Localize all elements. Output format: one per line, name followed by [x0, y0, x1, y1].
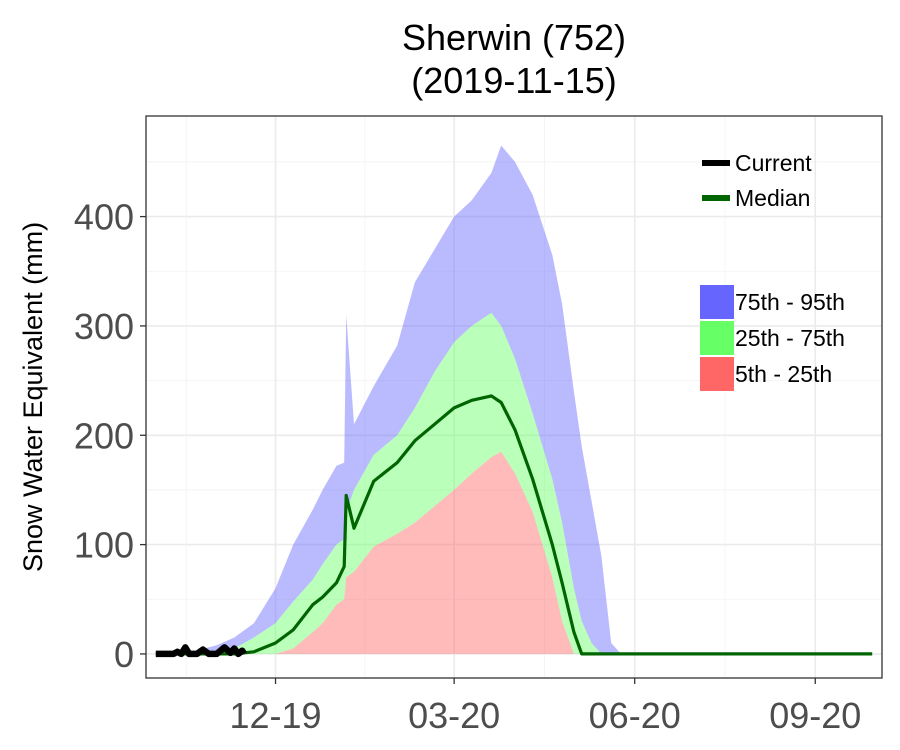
series-lines	[155, 394, 873, 658]
x-tick-label: 06-20	[589, 695, 681, 736]
chart-subtitle: (2019-11-15)	[411, 60, 616, 101]
legend-band-key	[700, 321, 734, 355]
legend: Current Median 75th - 95th 25th - 75th 5th -…	[700, 150, 845, 391]
band-25-75	[155, 312, 873, 654]
x-axis: 12-19 03-20 06-20 09-20	[229, 678, 861, 736]
y-axis: 0 100 200 300 400	[74, 197, 146, 675]
legend-band-key	[700, 285, 734, 319]
legend-label: 5th - 25th	[735, 361, 832, 387]
y-tick-label: 400	[74, 197, 134, 238]
median-line	[155, 394, 873, 656]
grid-lines	[146, 116, 882, 678]
y-tick-label: 0	[114, 634, 134, 675]
band-75-95	[155, 145, 873, 654]
legend-label: 75th - 95th	[735, 289, 845, 315]
plot-border	[145, 115, 883, 679]
x-tick-label: 03-20	[408, 695, 500, 736]
legend-label: 25th - 75th	[735, 325, 845, 351]
band-5-25	[155, 451, 873, 654]
percentile-bands	[155, 145, 873, 654]
y-tick-label: 100	[74, 525, 134, 566]
legend-label: Median	[735, 185, 810, 211]
plot-panel	[146, 116, 882, 678]
current-line	[155, 644, 247, 658]
legend-band-key	[700, 357, 734, 391]
chart-title: Sherwin (752)	[402, 17, 626, 58]
legend-label: Current	[735, 150, 812, 176]
y-tick-label: 300	[74, 306, 134, 347]
x-tick-label: 12-19	[229, 695, 321, 736]
x-tick-label: 09-20	[769, 695, 861, 736]
y-axis-label: Snow Water Equivalent (mm)	[18, 222, 48, 572]
y-tick-label: 200	[74, 415, 134, 456]
